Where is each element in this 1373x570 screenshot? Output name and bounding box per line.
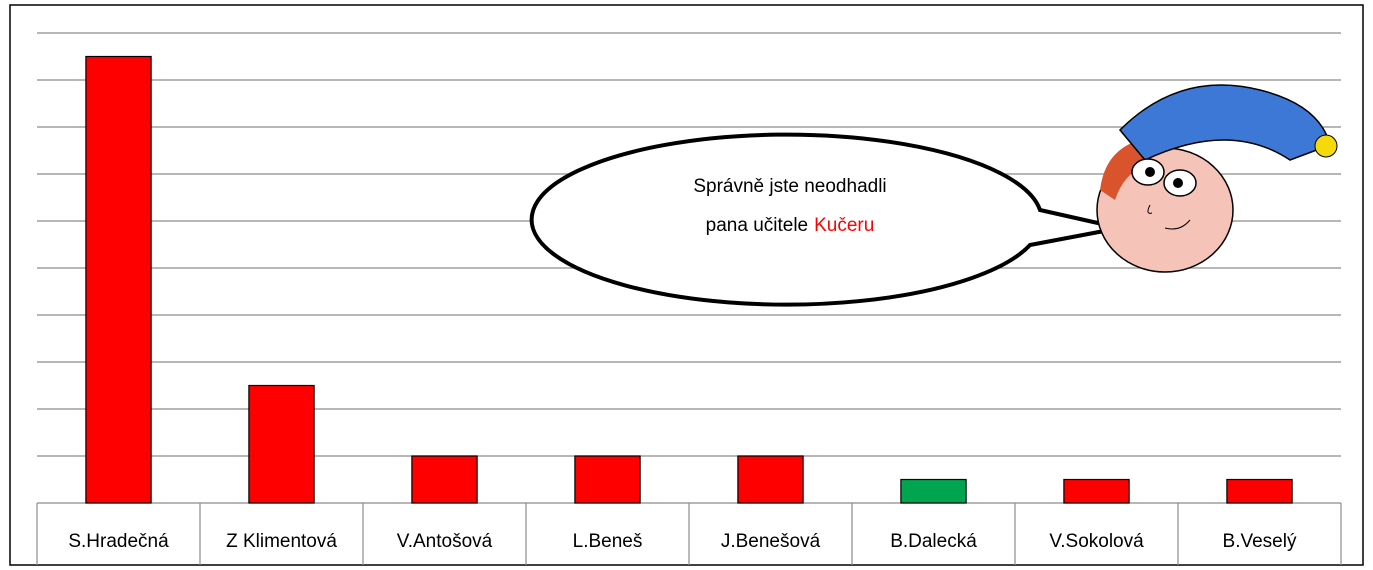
pompom — [1315, 135, 1337, 157]
x-tick-label: V.Sokolová — [1049, 531, 1144, 552]
bubble-text: pana učitele — [706, 215, 808, 236]
x-tick-label: J.Benešová — [721, 531, 821, 552]
x-tick-label: V.Antošová — [397, 531, 493, 552]
bar — [1064, 480, 1129, 504]
bar — [575, 456, 640, 503]
bubble-line: pana učitele Kučeru — [706, 215, 875, 236]
pupil — [1145, 167, 1155, 177]
bar — [738, 456, 803, 503]
pupil — [1173, 178, 1183, 188]
bubble-line: Správně jste neodhadli — [693, 176, 886, 197]
x-tick-label: B.Veselý — [1223, 531, 1297, 552]
bar — [249, 386, 314, 504]
bar — [86, 57, 151, 504]
x-tick-label: Z Klimentová — [226, 531, 337, 552]
page: {"chart_data": {"type": "bar", "categori… — [0, 0, 1373, 570]
x-tick-label: S.Hradečná — [68, 531, 169, 552]
bar — [1227, 480, 1292, 504]
chart: S.Hradečná Z Klimentová V.Antošová L.Beneš J… — [0, 0, 1373, 570]
bar — [901, 480, 966, 504]
x-tick-label: B.Dalecká — [890, 531, 977, 552]
x-tick-label: L.Beneš — [573, 531, 643, 552]
bar — [412, 456, 477, 503]
bubble-highlight: Kučeru — [814, 215, 874, 236]
